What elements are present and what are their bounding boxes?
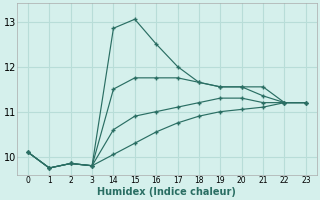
X-axis label: Humidex (Indice chaleur): Humidex (Indice chaleur): [98, 187, 236, 197]
